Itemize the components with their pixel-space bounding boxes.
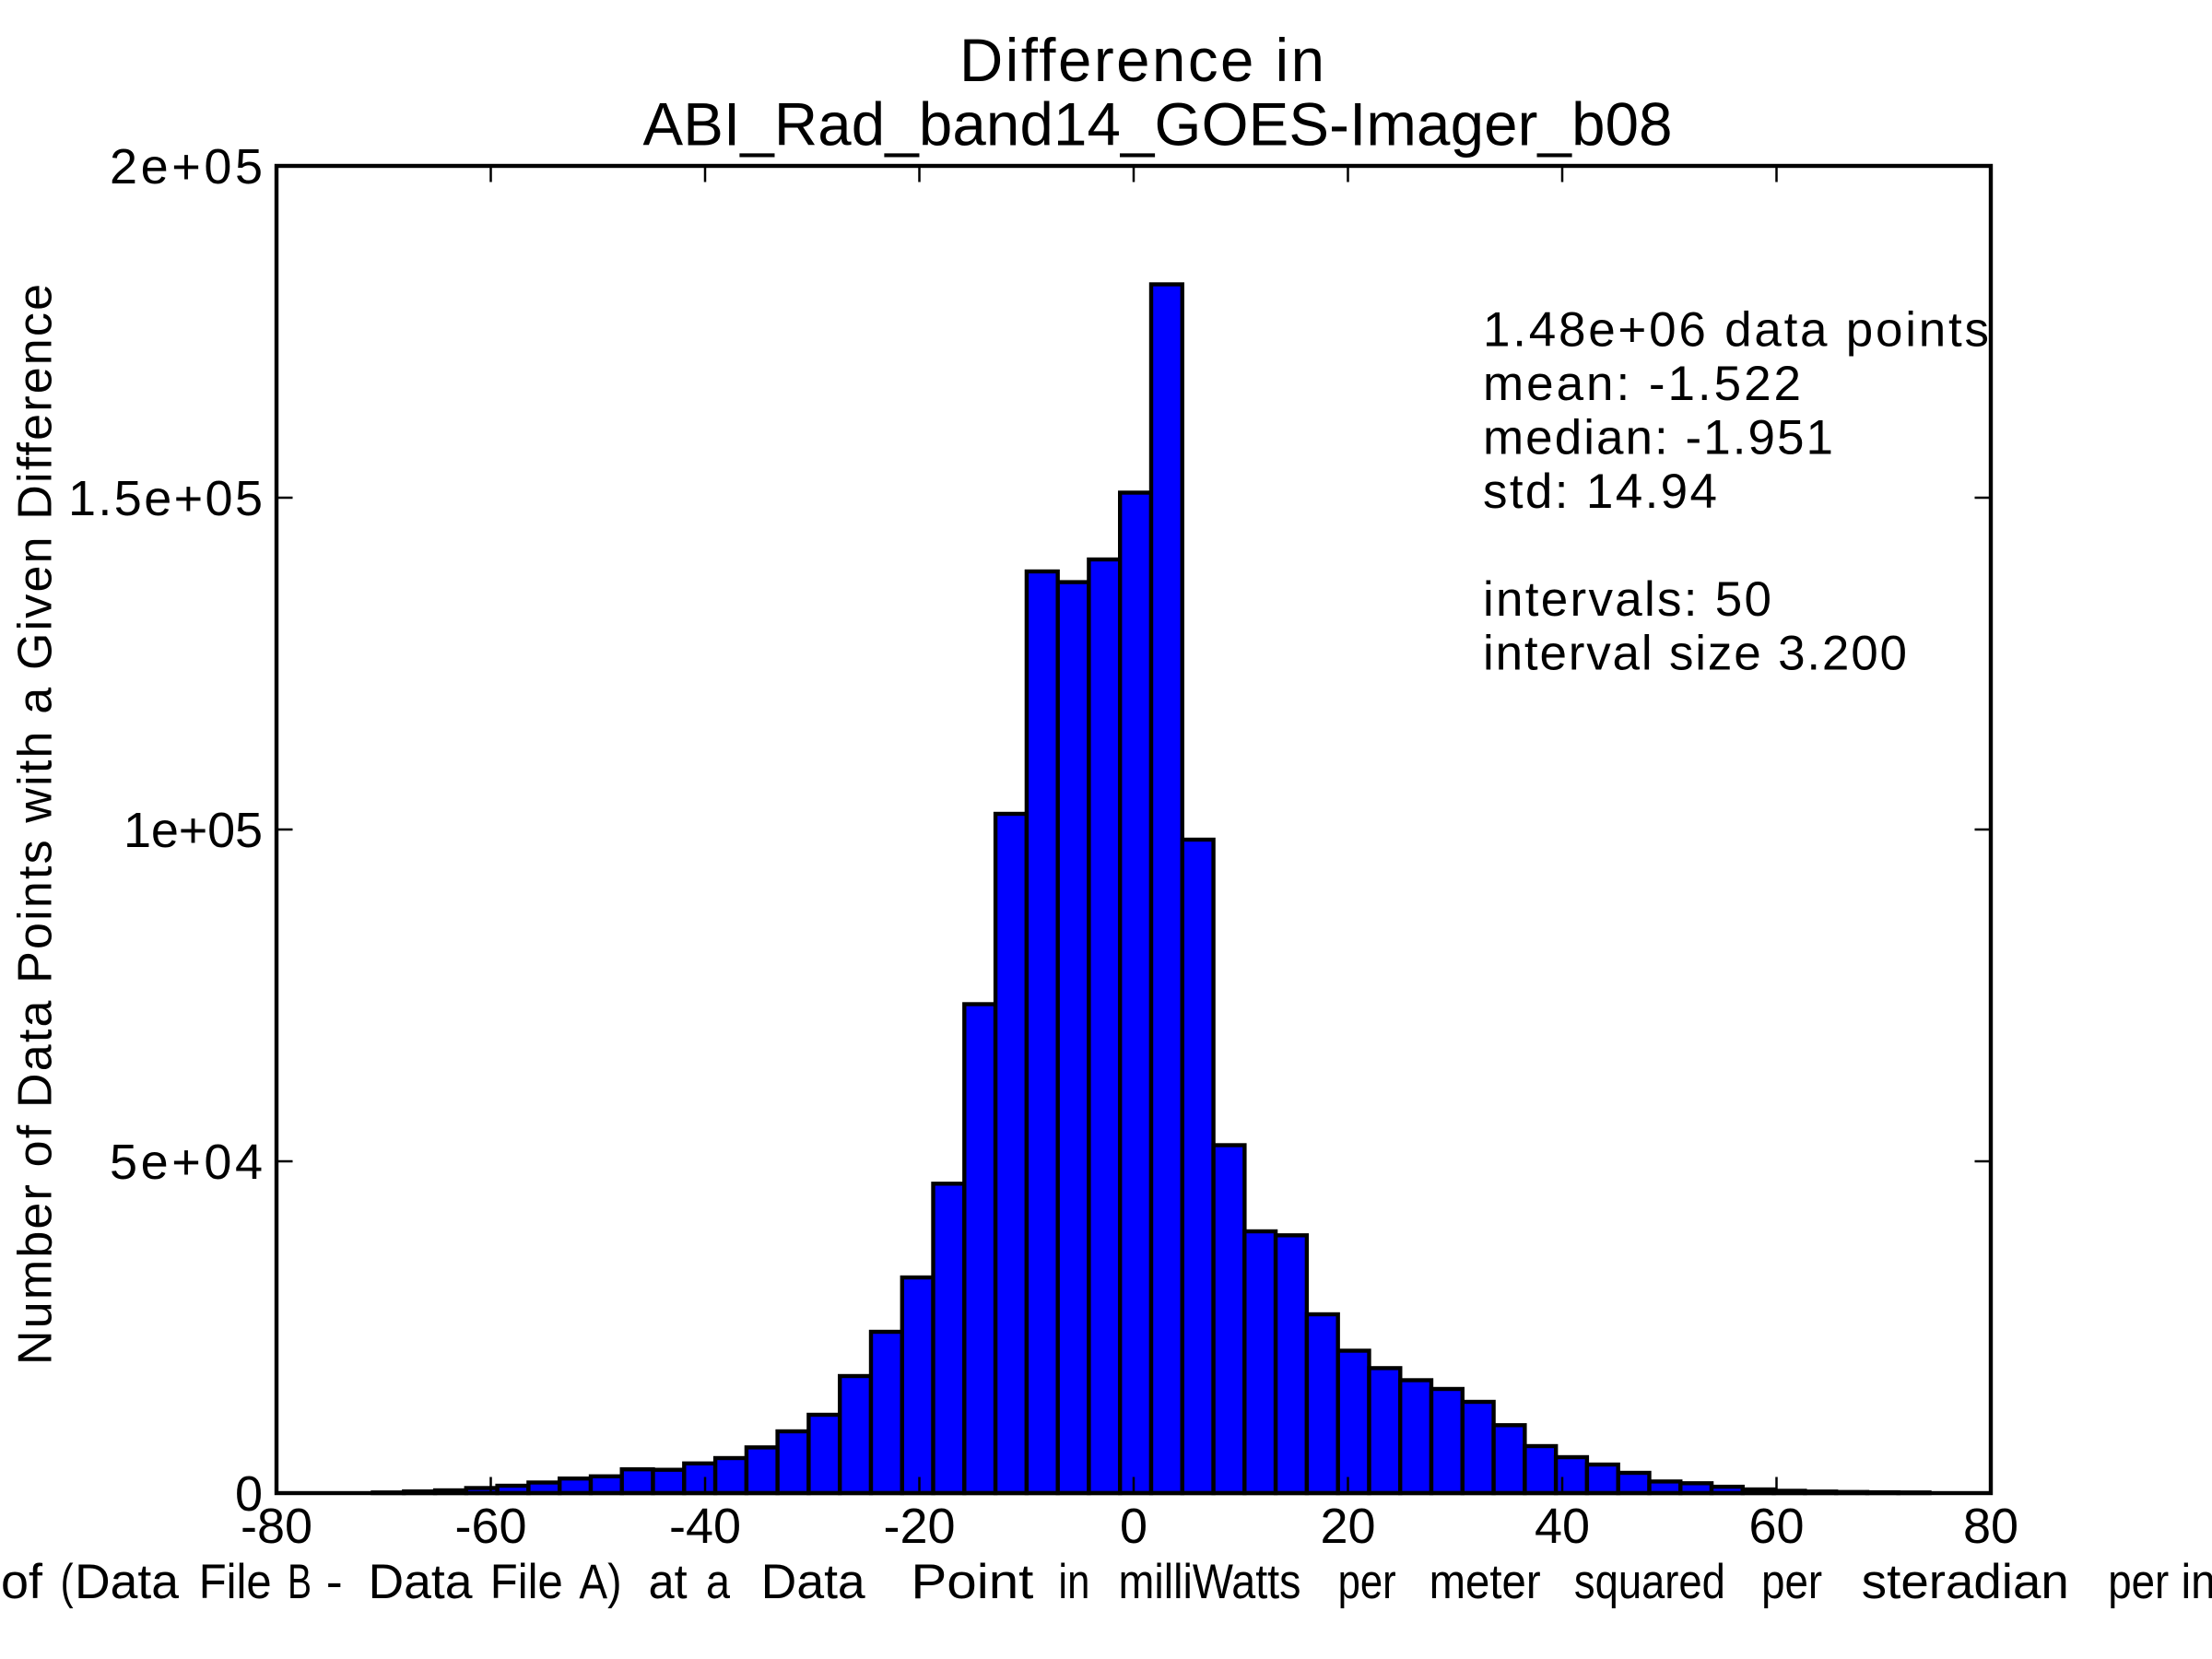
svg-text:(: (	[61, 1555, 74, 1609]
svg-text:squared: squared	[1574, 1555, 1725, 1609]
svg-text:Point: Point	[911, 1555, 1033, 1609]
svg-text:File: File	[199, 1555, 272, 1609]
svg-text:Data: Data	[369, 1555, 474, 1609]
svg-text:1e+05: 1e+05	[124, 803, 263, 858]
svg-text:interval size 3.200: interval size 3.200	[1483, 627, 1907, 681]
svg-text:1.48e+06 data points: 1.48e+06 data points	[1483, 303, 1989, 358]
svg-text:40: 40	[1535, 1499, 1590, 1554]
svg-text:Data: Data	[75, 1555, 180, 1609]
svg-text:-60: -60	[454, 1499, 526, 1554]
svg-text:per: per	[1761, 1555, 1822, 1609]
svg-text:60: 60	[1748, 1499, 1804, 1554]
svg-text:-: -	[326, 1555, 343, 1609]
svg-text:in: in	[1058, 1555, 1089, 1609]
svg-text:milliWatts: milliWatts	[1119, 1555, 1301, 1609]
svg-text:of: of	[1, 1555, 42, 1609]
svg-text:at: at	[649, 1555, 688, 1609]
svg-text:per: per	[2108, 1555, 2169, 1609]
svg-text:ABI_Rad_band14_GOES-Imager_b08: ABI_Rad_band14_GOES-Imager_b08	[643, 91, 1673, 159]
svg-text:steradian: steradian	[1862, 1555, 2069, 1609]
svg-text:File: File	[490, 1555, 563, 1609]
svg-text:mean: -1.522: mean: -1.522	[1483, 357, 1801, 411]
svg-text:Data: Data	[761, 1555, 866, 1609]
svg-text:Difference in: Difference in	[959, 27, 1324, 94]
svg-text:median: -1.951: median: -1.951	[1483, 411, 1833, 465]
svg-text:per: per	[1338, 1555, 1396, 1609]
svg-text:a: a	[706, 1555, 730, 1609]
svg-text:A): A)	[579, 1555, 621, 1609]
svg-text:inverse: inverse	[2182, 1555, 2212, 1609]
svg-text:meter: meter	[1430, 1555, 1541, 1609]
svg-text:20: 20	[1320, 1499, 1375, 1554]
svg-text:-80: -80	[241, 1499, 312, 1554]
svg-text:2e+05: 2e+05	[110, 139, 263, 194]
svg-text:0: 0	[235, 1466, 263, 1522]
svg-text:1.5e+05: 1.5e+05	[68, 471, 263, 526]
svg-text:-40: -40	[669, 1499, 741, 1554]
svg-text:B: B	[288, 1555, 312, 1609]
svg-text:80: 80	[1963, 1499, 2018, 1554]
svg-text:0: 0	[1120, 1499, 1147, 1554]
svg-text:std: 14.94: std: 14.94	[1483, 465, 1717, 519]
svg-text:-20: -20	[883, 1499, 955, 1554]
svg-text:5e+04: 5e+04	[110, 1135, 263, 1190]
svg-text:intervals: 50: intervals: 50	[1483, 572, 1771, 627]
